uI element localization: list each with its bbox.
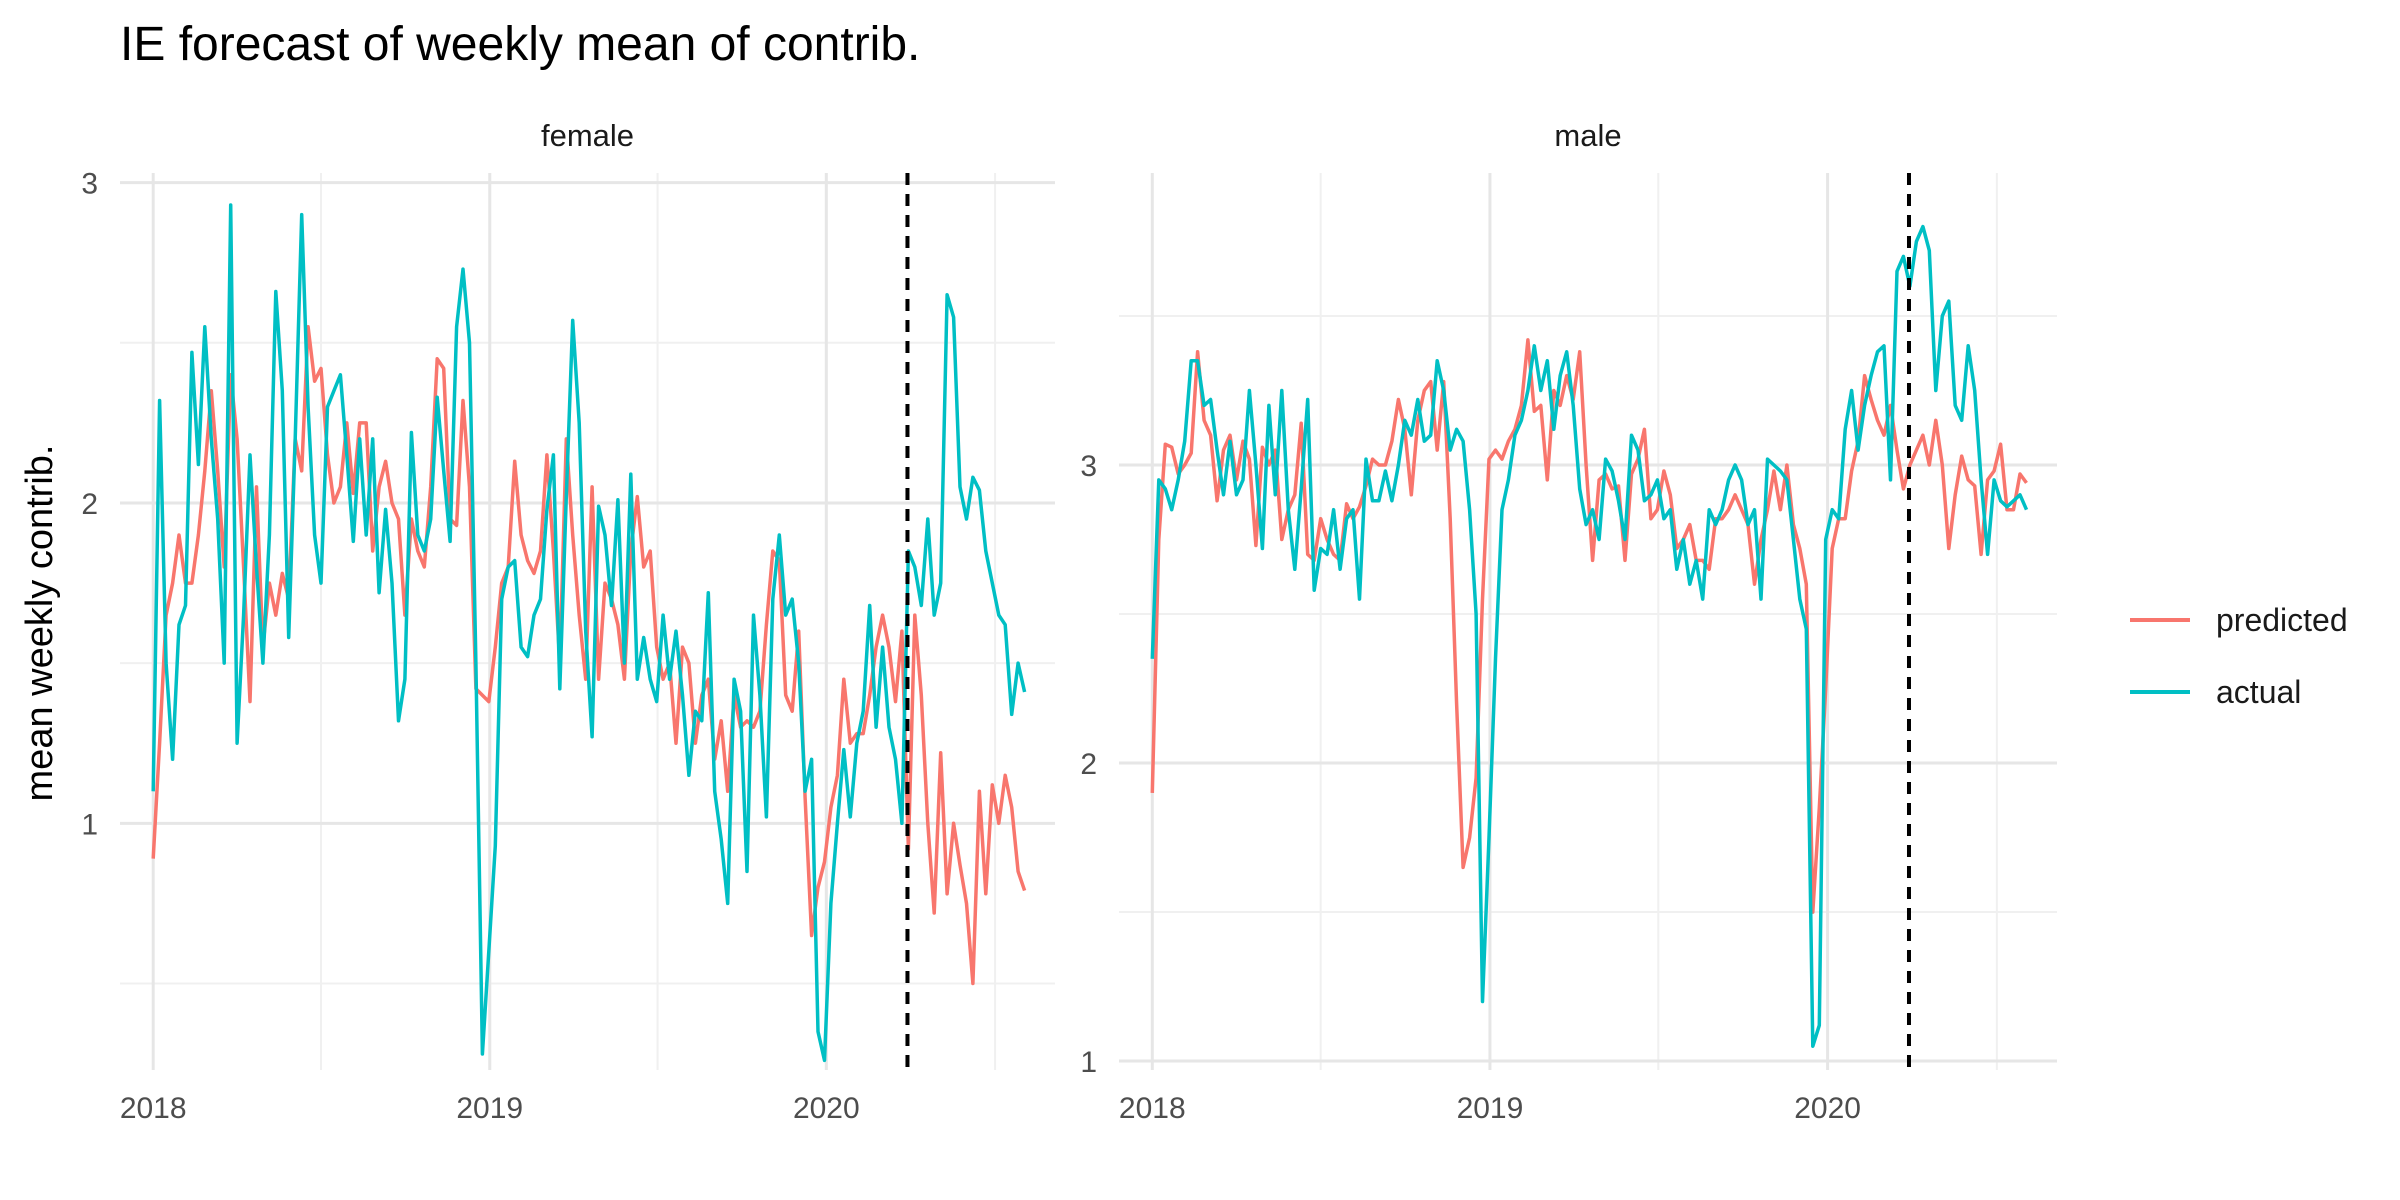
chart-title: IE forecast of weekly mean of contrib.	[120, 18, 920, 71]
x-tick-label: 2019	[1457, 1092, 1524, 1125]
y-tick-label: 3	[81, 168, 98, 201]
y-tick-label: 2	[81, 488, 98, 521]
series-line-actual	[1150, 224, 2029, 1048]
y-tick-label: 1	[81, 808, 98, 841]
series-line-actual	[151, 203, 1027, 1063]
x-tick-label: 2018	[120, 1092, 187, 1125]
legend-label-actual: actual	[2216, 674, 2301, 710]
facet-strip-label: male	[1554, 118, 1621, 153]
y-tick-label: 3	[1080, 450, 1097, 483]
y-tick-label: 1	[1080, 1046, 1097, 1079]
x-tick-label: 2020	[1794, 1092, 1861, 1125]
facet-panel-female: female 1 2 3 2018 2019 2020	[81, 118, 1055, 1125]
facet-strip-label: female	[541, 118, 634, 153]
y-tick-label: 2	[1080, 748, 1097, 781]
y-axis-label: mean weekly contrib.	[19, 445, 61, 802]
legend-label-predicted: predicted	[2216, 602, 2348, 638]
facet-panel-male: male 1 2 3 2018 2019 2020	[1080, 118, 2057, 1125]
x-tick-label: 2019	[456, 1092, 523, 1125]
legend: predicted actual	[2130, 602, 2348, 710]
series-line-predicted	[1150, 338, 2028, 914]
x-tick-label: 2020	[793, 1092, 860, 1125]
x-tick-label: 2018	[1119, 1092, 1186, 1125]
series-line-predicted	[151, 325, 1027, 986]
